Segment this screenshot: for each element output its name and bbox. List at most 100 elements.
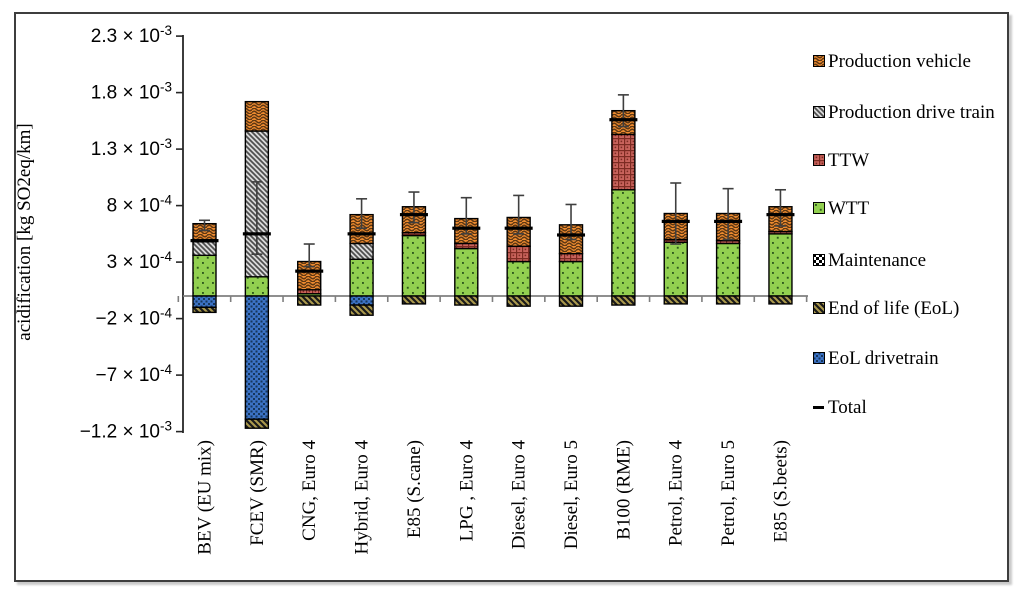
x-axis-label: Diesel, Euro 5 [561, 440, 582, 549]
total-marker [399, 213, 428, 217]
y-tick-label: 1.8 × 10-3 [91, 80, 172, 104]
x-axis-label: Petrol, Euro 5 [718, 440, 739, 546]
bar-segment [244, 276, 270, 297]
bar-segment [715, 295, 741, 305]
bar-segment [611, 295, 636, 306]
total-markers [190, 118, 795, 273]
total-marker [714, 219, 743, 224]
bar-segment [506, 245, 531, 263]
legend-swatch-icon [813, 154, 825, 166]
legend-label: Production drive train [828, 102, 995, 123]
y-tick-label: −1.2 × 10-3 [80, 419, 172, 443]
bar-2 [244, 100, 270, 429]
bar-segment [715, 242, 741, 297]
legend-item: TTW [813, 149, 1013, 172]
bar-segment [401, 234, 427, 297]
total-marker [295, 269, 324, 273]
bar-segment [192, 254, 217, 297]
bar-segment [663, 295, 688, 305]
legend-label: Production vehicle [828, 51, 971, 72]
total-marker [452, 226, 481, 230]
legend-label: EoL drivetrain [828, 348, 939, 369]
bar-segment [244, 418, 270, 429]
bar-9 [611, 109, 636, 306]
x-axis-label: E85 (S.beets) [770, 440, 791, 542]
y-tick-label: 3 × 10-4 [107, 249, 173, 273]
bar-segment [506, 295, 531, 307]
bar-1 [192, 222, 217, 314]
y-tick-label: 2.3 × 10-3 [91, 23, 172, 47]
bar-segment [611, 133, 636, 191]
legend-label: WTT [828, 198, 870, 219]
total-marker [504, 226, 533, 230]
legend-swatch-icon [813, 55, 825, 67]
bar-segment [768, 295, 793, 305]
y-tick-label: 8 × 10-4 [107, 193, 173, 217]
bar-segment [663, 241, 688, 297]
legend-item: Total [813, 396, 1013, 419]
total-marker [557, 233, 586, 237]
y-axis-title: acidification [kg SO2eq/km] [14, 123, 35, 340]
legend-label: TTW [828, 150, 870, 171]
bar-segment [401, 295, 427, 305]
x-axis-label: FCEV (SMR) [247, 440, 268, 546]
bar-7 [506, 216, 531, 307]
bar-segment [349, 258, 374, 297]
bar-segment [454, 247, 479, 297]
legend-label: Total [828, 397, 867, 418]
legend-item: Production drive train [813, 101, 1013, 124]
legend-item: WTT [813, 197, 1013, 220]
legend-label: Maintenance [828, 250, 927, 271]
x-axis-label: Petrol, Euro 4 [666, 440, 687, 547]
bar-segment [349, 242, 374, 260]
x-axis-label: BEV (EU mix) [195, 440, 216, 555]
bars [192, 100, 793, 429]
bar-4 [349, 213, 374, 316]
legend-label: End of life (EoL) [828, 298, 960, 319]
bar-12 [768, 206, 793, 305]
bar-segment [349, 304, 374, 316]
x-axis-label: CNG, Euro 4 [299, 440, 320, 541]
bar-segment [349, 295, 374, 306]
bar-segment [297, 295, 322, 306]
y-axis-tick-labels: 2.3 × 10-3 1.8 × 10-3 1.3 × 10-3 8 × 10-4 3 … [80, 23, 173, 443]
total-marker [190, 239, 219, 243]
bar-segment [506, 260, 531, 297]
bar-segment [244, 100, 270, 132]
bar-segment [192, 241, 217, 257]
y-tick-label: −2 × 10-4 [96, 306, 173, 330]
legend-swatch-icon [813, 106, 825, 118]
total-marker [242, 232, 271, 236]
y-tick-label: −7 × 10-4 [96, 362, 173, 386]
bar-segment [558, 260, 584, 297]
legend-swatch-icon [813, 254, 825, 266]
x-axis-label: Hybrid, Euro 4 [352, 440, 373, 555]
x-axis-label: B100 (RME) [613, 440, 634, 540]
bar-segment [244, 295, 270, 420]
legend-swatch-icon [813, 302, 825, 314]
bar-segment [192, 295, 217, 309]
legend-swatch-icon [813, 202, 825, 214]
bar-segment [558, 252, 584, 263]
bar-3 [297, 260, 322, 306]
bar-segment [192, 306, 217, 314]
bar-segment [454, 295, 479, 306]
bar-segment [558, 295, 584, 307]
total-dash-icon [813, 406, 824, 409]
total-marker [347, 232, 376, 236]
legend-item: Production vehicle [813, 50, 1013, 73]
bar-segment [611, 189, 636, 297]
total-marker [766, 213, 795, 217]
legend-swatch-icon [813, 352, 825, 364]
legend-item: EoL drivetrain [813, 347, 1013, 370]
bar-segment [768, 233, 793, 297]
error-bars [199, 94, 786, 268]
bar-segment [454, 242, 479, 250]
legend-item: End of life (EoL) [813, 297, 1013, 320]
x-axis-category-labels: BEV (EU mix) FCEV (SMR) CNG, Euro 4 Hybrid,… [195, 440, 792, 555]
axes [176, 35, 808, 433]
legend-item: Maintenance [813, 249, 1013, 272]
y-tick-label: 1.3 × 10-3 [91, 136, 172, 160]
